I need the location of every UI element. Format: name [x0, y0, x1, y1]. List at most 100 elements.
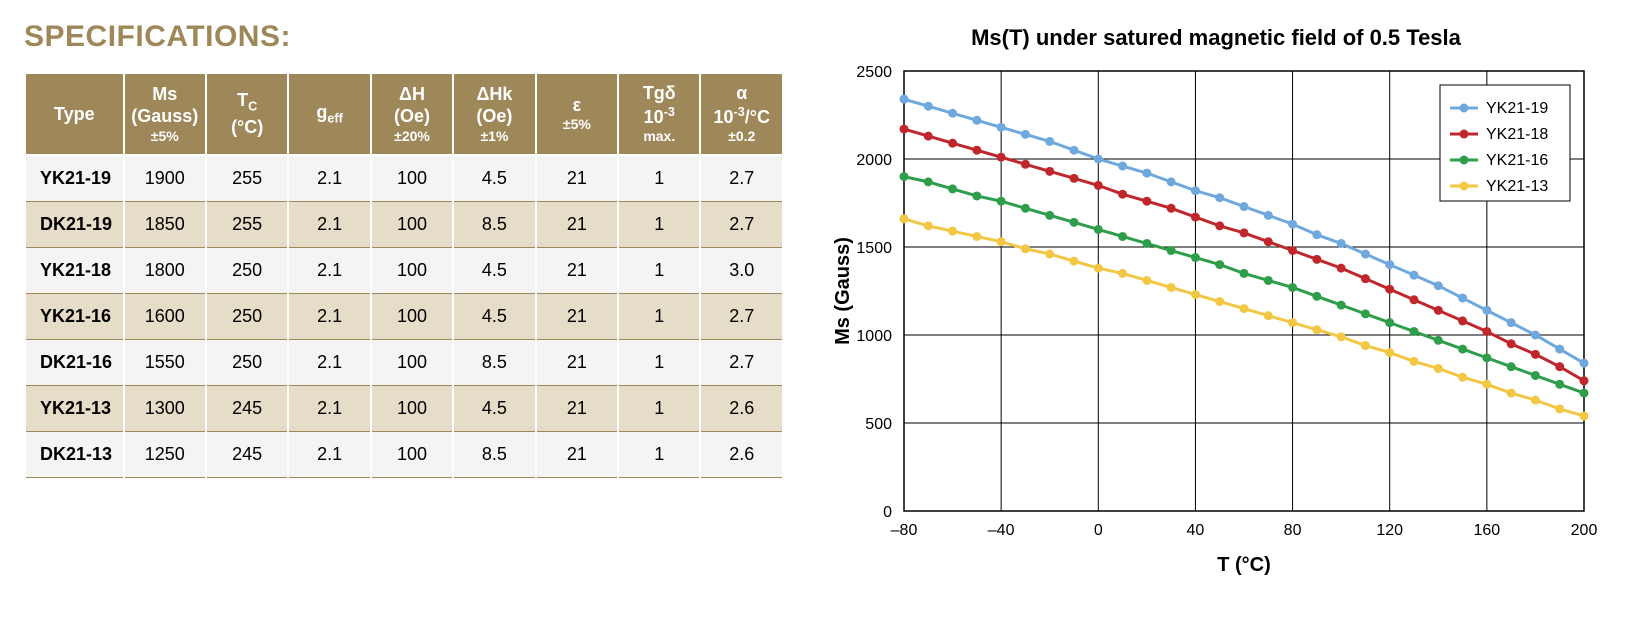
series-marker — [1118, 190, 1127, 199]
series-marker — [1288, 318, 1297, 327]
series-marker — [1531, 371, 1540, 380]
svg-text:0: 0 — [1094, 522, 1103, 539]
series-marker — [924, 177, 933, 186]
table-row: DK21-1918502552.11008.52112.7 — [25, 201, 783, 247]
series-marker — [1555, 380, 1564, 389]
svg-text:1500: 1500 — [856, 240, 892, 257]
value-cell: 2.7 — [700, 293, 783, 339]
table-header-cell: ΔH(Oe)±20% — [371, 73, 453, 155]
value-cell: 1850 — [124, 201, 206, 247]
series-marker — [1094, 264, 1103, 273]
series-marker — [1045, 137, 1054, 146]
value-cell: 2.7 — [700, 339, 783, 385]
value-cell: 21 — [536, 339, 618, 385]
value-cell: 4.5 — [453, 293, 535, 339]
value-cell: 21 — [536, 201, 618, 247]
svg-text:YK21-19: YK21-19 — [1486, 100, 1548, 117]
table-header-cell: ΔHk(Oe)±1% — [453, 73, 535, 155]
series-marker — [1142, 197, 1151, 206]
svg-text:200: 200 — [1571, 522, 1598, 539]
table-row: DK21-1312502452.11008.52112.6 — [25, 431, 783, 477]
series-marker — [1555, 362, 1564, 371]
series-marker — [1288, 283, 1297, 292]
series-marker — [1361, 274, 1370, 283]
value-cell: 4.5 — [453, 247, 535, 293]
svg-text:–40: –40 — [988, 522, 1015, 539]
series-marker — [1337, 332, 1346, 341]
table-header-cell: Tgδ10-3max. — [618, 73, 700, 155]
series-marker — [1361, 250, 1370, 259]
value-cell: 2.7 — [700, 201, 783, 247]
svg-text:YK21-16: YK21-16 — [1486, 152, 1548, 169]
series-marker — [1070, 174, 1079, 183]
table-row: DK21-1615502502.11008.52112.7 — [25, 339, 783, 385]
series-marker — [972, 146, 981, 155]
value-cell: 2.1 — [288, 293, 370, 339]
value-cell: 100 — [371, 293, 453, 339]
series-marker — [1142, 276, 1151, 285]
series-marker — [1021, 160, 1030, 169]
series-marker — [1191, 253, 1200, 262]
value-cell: 1 — [618, 201, 700, 247]
series-marker — [972, 191, 981, 200]
type-cell: YK21-13 — [25, 385, 124, 431]
series-marker — [1385, 285, 1394, 294]
table-row: YK21-1616002502.11004.52112.7 — [25, 293, 783, 339]
series-marker — [1264, 311, 1273, 320]
series-marker — [1531, 350, 1540, 359]
series-marker — [948, 227, 957, 236]
value-cell: 250 — [206, 293, 288, 339]
series-marker — [1482, 327, 1491, 336]
value-cell: 8.5 — [453, 201, 535, 247]
series-marker — [1118, 269, 1127, 278]
series-marker — [997, 197, 1006, 206]
series-marker — [1288, 220, 1297, 229]
series-marker — [1580, 389, 1589, 398]
value-cell: 1250 — [124, 431, 206, 477]
value-cell: 21 — [536, 155, 618, 202]
series-marker — [1458, 345, 1467, 354]
table-header-cell: α10-3/°C±0.2 — [700, 73, 783, 155]
series-marker — [1385, 260, 1394, 269]
series-marker — [1507, 318, 1516, 327]
svg-text:T (°C): T (°C) — [1217, 554, 1271, 576]
value-cell: 100 — [371, 201, 453, 247]
value-cell: 245 — [206, 385, 288, 431]
series-marker — [948, 109, 957, 118]
series-marker — [1021, 204, 1030, 213]
table-header-cell: Type — [25, 73, 124, 155]
value-cell: 21 — [536, 385, 618, 431]
series-marker — [1580, 411, 1589, 420]
series-marker — [1458, 373, 1467, 382]
series-marker — [924, 132, 933, 141]
series-marker — [1240, 269, 1249, 278]
type-cell: DK21-13 — [25, 431, 124, 477]
value-cell: 2.6 — [700, 431, 783, 477]
value-cell: 100 — [371, 339, 453, 385]
series-marker — [997, 237, 1006, 246]
value-cell: 1 — [618, 385, 700, 431]
series-marker — [1361, 341, 1370, 350]
series-marker — [1507, 389, 1516, 398]
series-marker — [1264, 276, 1273, 285]
series-marker — [948, 184, 957, 193]
series-marker — [1045, 211, 1054, 220]
series-marker — [1337, 301, 1346, 310]
series-marker — [997, 123, 1006, 132]
series-marker — [1118, 232, 1127, 241]
series-marker — [900, 95, 909, 104]
series-marker — [1070, 218, 1079, 227]
svg-text:2500: 2500 — [856, 64, 892, 81]
value-cell: 2.1 — [288, 431, 370, 477]
series-marker — [1191, 186, 1200, 195]
table-row: YK21-1919002552.11004.52112.7 — [25, 155, 783, 202]
series-marker — [1434, 336, 1443, 345]
type-cell: DK21-19 — [25, 201, 124, 247]
value-cell: 2.6 — [700, 385, 783, 431]
series-marker — [1385, 348, 1394, 357]
value-cell: 1 — [618, 431, 700, 477]
series-marker — [1580, 359, 1589, 368]
value-cell: 1900 — [124, 155, 206, 202]
series-marker — [1361, 309, 1370, 318]
series-marker — [1434, 281, 1443, 290]
